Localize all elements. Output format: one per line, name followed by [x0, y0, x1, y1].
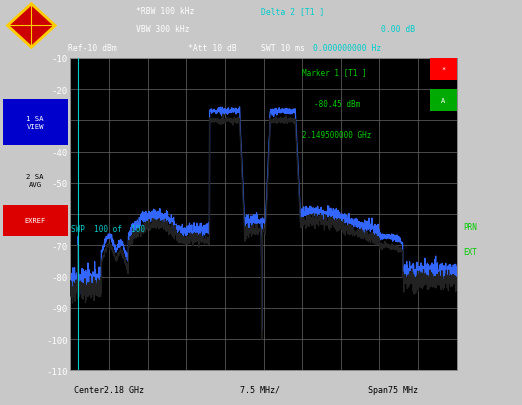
- Text: EXT: EXT: [464, 247, 477, 256]
- Text: Center2.18 GHz: Center2.18 GHz: [74, 385, 144, 394]
- Text: SWT 10 ms: SWT 10 ms: [261, 44, 305, 53]
- Text: 2 SA
AVG: 2 SA AVG: [27, 174, 44, 187]
- Bar: [430, 59, 457, 81]
- Text: 0.00 dB: 0.00 dB: [381, 25, 415, 34]
- Bar: [430, 90, 457, 112]
- Text: -80.45 dBm: -80.45 dBm: [314, 99, 360, 108]
- Text: *RBW 100 kHz: *RBW 100 kHz: [136, 7, 194, 16]
- Text: VBW 300 kHz: VBW 300 kHz: [136, 25, 189, 34]
- Bar: [3, 205, 68, 237]
- Text: EXREF: EXREF: [25, 218, 46, 224]
- Text: Span75 MHz: Span75 MHz: [368, 385, 418, 394]
- Bar: [3, 99, 68, 146]
- Text: 1 SA
VIEW: 1 SA VIEW: [27, 116, 44, 129]
- Text: A: A: [441, 98, 445, 104]
- Text: Delta 2 [T1 ]: Delta 2 [T1 ]: [261, 7, 324, 16]
- Text: Ref-10 dBm: Ref-10 dBm: [68, 44, 116, 53]
- Text: PRN: PRN: [464, 223, 477, 232]
- Polygon shape: [7, 5, 55, 48]
- Text: *Att 10 dB: *Att 10 dB: [188, 44, 236, 53]
- Text: *: *: [441, 67, 445, 72]
- Text: 2.149500000 GHz: 2.149500000 GHz: [302, 130, 372, 139]
- Text: SWP  100 of  100: SWP 100 of 100: [71, 225, 145, 234]
- Text: 7.5 MHz/: 7.5 MHz/: [241, 385, 280, 394]
- Text: 0.000000000 Hz: 0.000000000 Hz: [313, 44, 382, 53]
- Text: Marker 1 [T1 ]: Marker 1 [T1 ]: [302, 68, 367, 77]
